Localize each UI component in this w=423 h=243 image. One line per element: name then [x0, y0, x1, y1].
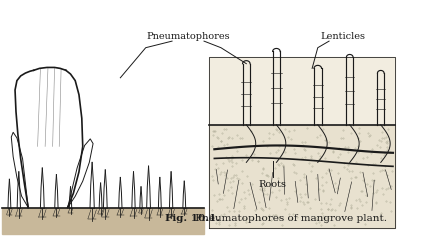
- Text: Fig. 10.1.: Fig. 10.1.: [165, 214, 220, 223]
- Bar: [2, 208, 204, 234]
- Bar: [209, 125, 395, 228]
- Text: Pneumatophores of mangrove plant.: Pneumatophores of mangrove plant.: [192, 214, 387, 223]
- Bar: [209, 57, 395, 228]
- Text: Roots: Roots: [258, 180, 287, 189]
- Text: Lenticles: Lenticles: [321, 32, 365, 41]
- Text: Pneumatophores: Pneumatophores: [146, 32, 230, 41]
